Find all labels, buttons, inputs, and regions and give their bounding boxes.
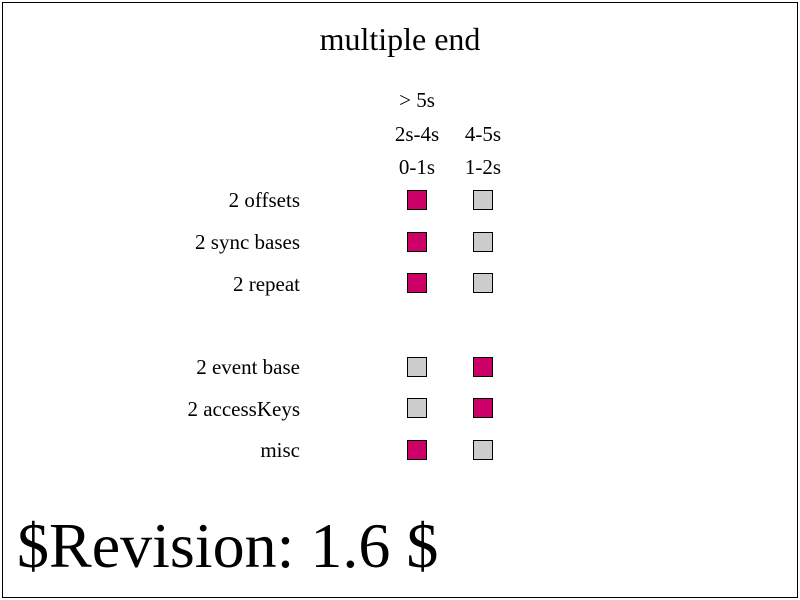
status-cell (407, 232, 427, 252)
revision-label: $Revision: 1.6 $ (17, 510, 439, 581)
row-label-accesskeys: 2 accessKeys (187, 397, 300, 421)
status-cell (407, 357, 427, 377)
status-cell (473, 273, 493, 293)
status-cell (407, 190, 427, 210)
row-label-event-base: 2 event base (196, 355, 300, 379)
status-cell (473, 398, 493, 418)
col2-header-line2: 1-2s (464, 155, 502, 179)
col1-header-line1: > 5s (399, 88, 435, 112)
status-cell (407, 273, 427, 293)
status-cell (407, 440, 427, 460)
row-label-repeat: 2 repeat (232, 272, 300, 296)
row-label-offsets: 2 offsets (228, 188, 300, 212)
page-title: multiple end (319, 21, 481, 57)
row-label-sync-bases: 2 sync bases (195, 230, 300, 254)
status-cell (407, 398, 427, 418)
status-cell (473, 440, 493, 460)
row-label-misc: misc (260, 438, 300, 462)
col1-header-line2: 2s-4s (394, 122, 440, 146)
col2-header-line1: 4-5s (464, 122, 502, 146)
status-cell (473, 232, 493, 252)
status-cell (473, 190, 493, 210)
status-cell (473, 357, 493, 377)
col1-header-line3: 0-1s (398, 155, 436, 179)
